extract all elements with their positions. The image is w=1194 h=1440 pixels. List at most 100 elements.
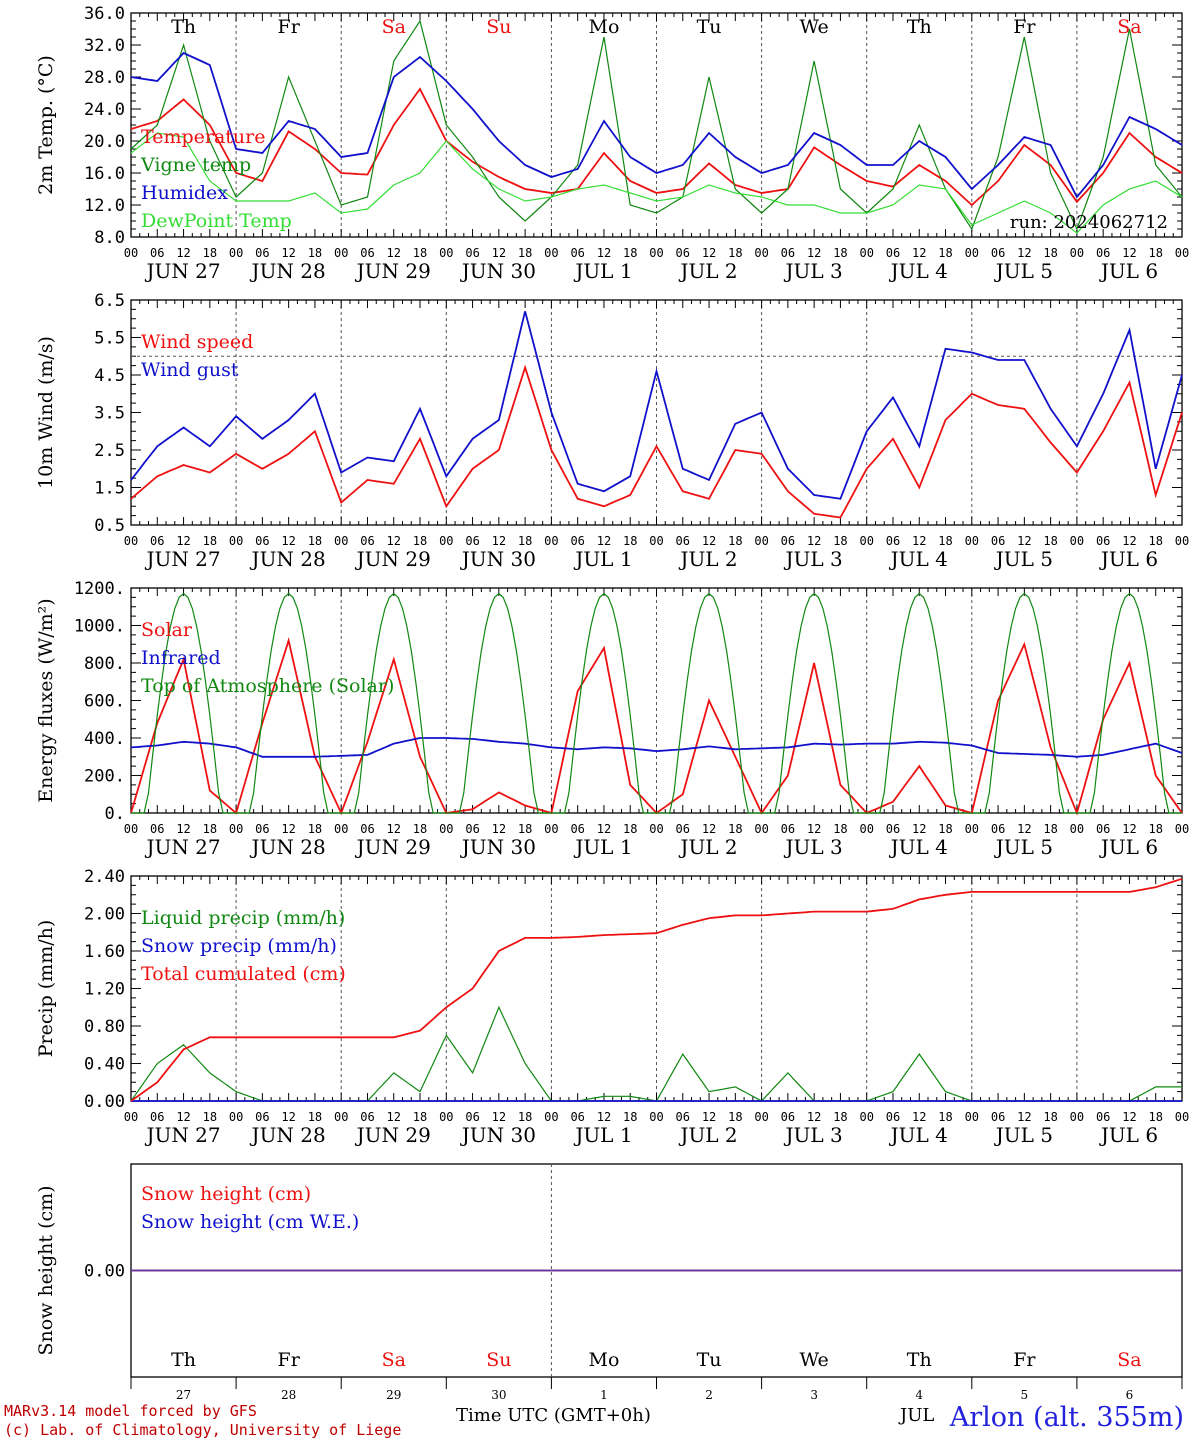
hour-tick-label: 18 <box>1148 534 1162 548</box>
hour-tick-label: 18 <box>308 534 322 548</box>
y-tick-label: 12.0 <box>84 196 125 216</box>
panel-1: 00 06 12 18 00 06 12 18 00 06 12 18 00 06 12 18 00 06 12 18… <box>35 4 1189 283</box>
hour-tick-label: 18 <box>623 534 637 548</box>
hour-tick-label: 18 <box>833 1110 847 1124</box>
hour-tick-label: 06 <box>360 822 374 836</box>
hour-tick-label: 12 <box>912 1110 926 1124</box>
date-label: JUL 3 <box>784 1123 843 1147</box>
panel-2: 00 06 12 18 00 06 12 18 00 06 12 18 00 06 12 18 00 06 12 18… <box>35 291 1189 571</box>
hour-tick-label: 00 <box>965 246 979 260</box>
date-label: JUL 3 <box>784 259 843 283</box>
hour-tick-label: 00 <box>1175 1110 1189 1124</box>
hour-tick-label: 06 <box>360 246 374 260</box>
hour-tick-label: 18 <box>308 246 322 260</box>
day-name-label: Fr <box>1013 16 1036 38</box>
hour-tick-label: 18 <box>1148 1110 1162 1124</box>
hour-tick-label: 00 <box>229 246 243 260</box>
hour-tick-label: 06 <box>676 246 690 260</box>
hour-tick-label: 12 <box>176 246 190 260</box>
date-label: JUN 28 <box>250 835 326 859</box>
y-tick-label: 200. <box>84 767 125 787</box>
hour-tick-label: 06 <box>255 822 269 836</box>
hour-tick-label: 00 <box>124 1110 138 1124</box>
hour-tick-label: 06 <box>886 1110 900 1124</box>
hour-tick-label: 12 <box>1017 534 1031 548</box>
hour-tick-label: 06 <box>886 246 900 260</box>
hour-tick-label: 00 <box>334 822 348 836</box>
hour-tick-label: 00 <box>649 534 663 548</box>
hour-tick-label: 12 <box>281 1110 295 1124</box>
day-name-label: Sa <box>1117 16 1141 38</box>
date-label: JUL 3 <box>784 835 843 859</box>
date-label: JUL 5 <box>994 547 1053 571</box>
y-tick-label: 0.40 <box>84 1055 125 1075</box>
hour-tick-label: 12 <box>807 1110 821 1124</box>
hour-tick-label: 00 <box>754 534 768 548</box>
day-name-label: Fr <box>1013 1349 1036 1371</box>
hour-tick-label: 12 <box>176 534 190 548</box>
hour-tick-label: 00 <box>965 822 979 836</box>
legend-entry: Snow height (cm W.E.) <box>141 1211 359 1233</box>
day-name-label: Th <box>907 1349 932 1371</box>
hour-tick-label: 18 <box>623 1110 637 1124</box>
hour-tick-label: 00 <box>754 246 768 260</box>
hour-tick-label: 12 <box>807 534 821 548</box>
hour-tick-label: 18 <box>413 822 427 836</box>
y-tick-label: 600. <box>84 692 125 712</box>
hour-tick-label: 06 <box>255 1110 269 1124</box>
hour-tick-label: 00 <box>859 534 873 548</box>
run-annotation: run: 2024062712 <box>1010 212 1168 233</box>
day-name-label: Su <box>486 1349 511 1371</box>
hour-tick-label: 00 <box>965 534 979 548</box>
hour-tick-label: 00 <box>859 1110 873 1124</box>
series-line-infrared <box>130 737 1183 758</box>
hour-tick-label: 12 <box>597 1110 611 1124</box>
date-label: JUL 2 <box>678 1123 737 1147</box>
hour-tick-label: 00 <box>1070 822 1084 836</box>
hour-tick-label: 00 <box>1175 534 1189 548</box>
hour-tick-label: 06 <box>676 534 690 548</box>
y-tick-label: 20.0 <box>84 132 125 152</box>
day-number-label: 1 <box>600 1388 608 1402</box>
date-label: JUL 6 <box>1099 259 1158 283</box>
hour-tick-label: 00 <box>1175 246 1189 260</box>
date-label: JUN 27 <box>144 259 220 283</box>
hour-tick-label: 12 <box>1017 822 1031 836</box>
legend-entry: Top of Atmosphere (Solar) <box>141 675 394 697</box>
legend-entry: Snow precip (mm/h) <box>141 935 337 957</box>
model-credit: MARv3.14 model forced by GFS <box>4 1402 257 1420</box>
day-name-label: Tu <box>697 1349 722 1371</box>
series-line-top-of-atmosphere-solar- <box>131 592 1182 814</box>
y-tick-label: 1200. <box>74 579 125 599</box>
hour-tick-label: 18 <box>518 1110 532 1124</box>
date-label: JUN 28 <box>250 1123 326 1147</box>
hour-tick-label: 06 <box>570 534 584 548</box>
series-line-wind-speed <box>130 364 1183 519</box>
hour-tick-label: 12 <box>1017 1110 1031 1124</box>
hour-tick-label: 00 <box>754 822 768 836</box>
hour-tick-label: 06 <box>1096 822 1110 836</box>
hour-tick-label: 06 <box>991 534 1005 548</box>
date-label: JUL 4 <box>889 835 948 859</box>
date-label: JUN 27 <box>144 547 220 571</box>
day-name-label: Sa <box>382 1349 406 1371</box>
y-tick-label: 28.0 <box>84 68 125 88</box>
hour-tick-label: 18 <box>1043 1110 1057 1124</box>
hour-tick-label: 18 <box>308 1110 322 1124</box>
hour-tick-label: 18 <box>308 822 322 836</box>
y-tick-label: 0. <box>105 804 125 824</box>
hour-tick-label: 00 <box>334 1110 348 1124</box>
hour-tick-label: 12 <box>702 534 716 548</box>
date-label: JUL 6 <box>1099 1123 1158 1147</box>
hour-tick-label: 00 <box>649 822 663 836</box>
hour-tick-label: 18 <box>518 534 532 548</box>
hour-tick-label: 00 <box>544 822 558 836</box>
day-name-label: Mo <box>588 16 619 38</box>
hour-tick-label: 06 <box>991 822 1005 836</box>
legend-entry: Vigne temp <box>140 154 251 176</box>
hour-tick-label: 12 <box>912 246 926 260</box>
y-axis-title: Snow height (cm) <box>35 1185 57 1355</box>
day-name-label: Th <box>171 16 196 38</box>
legend-entry: Total cumulated (cm) <box>141 963 346 985</box>
y-tick-label: 16.0 <box>84 164 125 184</box>
